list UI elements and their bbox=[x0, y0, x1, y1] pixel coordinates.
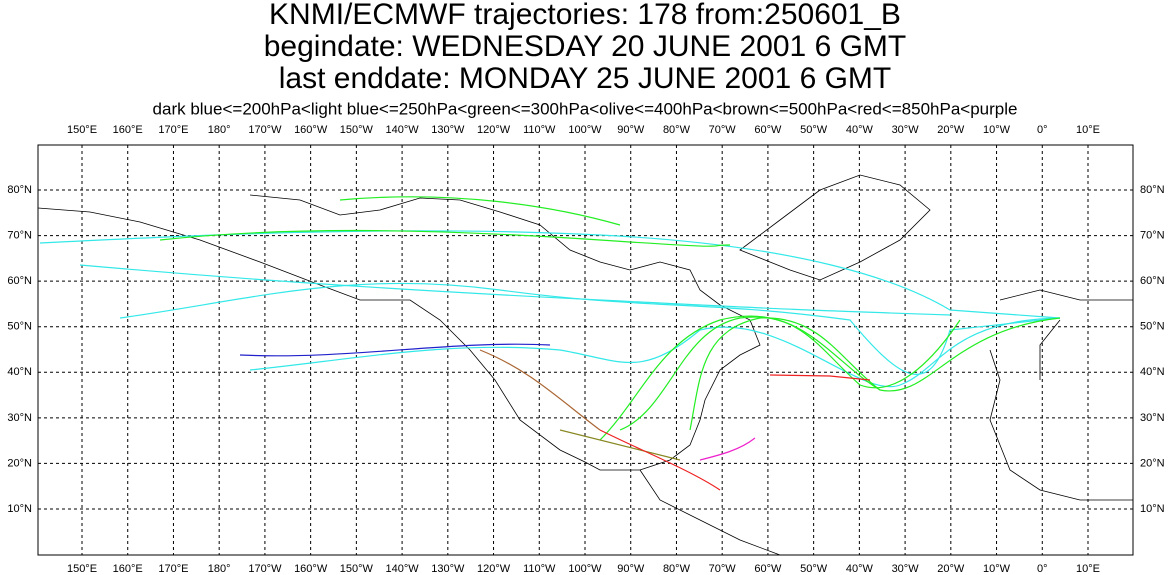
lat-label-right: 10°N bbox=[1140, 503, 1165, 515]
lat-label-left: 70°N bbox=[7, 229, 32, 241]
lon-label-bottom: 160°E bbox=[113, 563, 143, 575]
lon-label-top: 120°W bbox=[477, 124, 511, 136]
lon-label-bottom: 140°W bbox=[386, 563, 420, 575]
lat-label-left: 10°N bbox=[7, 503, 32, 515]
lon-label-top: 150°E bbox=[67, 124, 97, 136]
lat-label-right: 20°N bbox=[1140, 457, 1165, 469]
lon-label-top: 100°W bbox=[568, 124, 602, 136]
lon-label-bottom: 70°W bbox=[709, 563, 737, 575]
lon-label-top: 80°W bbox=[663, 124, 691, 136]
lon-label-bottom: 30°W bbox=[892, 563, 920, 575]
lon-label-top: 160°E bbox=[113, 124, 143, 136]
lon-label-top: 30°W bbox=[892, 124, 920, 136]
lon-label-bottom: 40°W bbox=[846, 563, 874, 575]
lon-label-top: 10°E bbox=[1076, 124, 1100, 136]
lat-label-left: 80°N bbox=[7, 184, 32, 196]
title-line: last enddate: MONDAY 25 JUNE 2001 6 GMT bbox=[279, 62, 892, 95]
lon-label-bottom: 120°W bbox=[477, 563, 511, 575]
title-line: KNMI/ECMWF trajectories: 178 from:250601… bbox=[269, 0, 901, 31]
lon-label-top: 140°W bbox=[386, 124, 420, 136]
lon-label-top: 170°E bbox=[158, 124, 188, 136]
lat-label-right: 80°N bbox=[1140, 184, 1165, 196]
lon-label-bottom: 180° bbox=[208, 563, 231, 575]
lat-label-right: 60°N bbox=[1140, 275, 1165, 287]
lon-label-top: 0° bbox=[1037, 124, 1048, 136]
lon-label-bottom: 10°W bbox=[983, 563, 1011, 575]
lon-label-top: 160°W bbox=[294, 124, 328, 136]
coastlines bbox=[37, 174, 1133, 556]
lon-label-bottom: 130°W bbox=[431, 563, 465, 575]
lon-label-top: 50°W bbox=[800, 124, 828, 136]
lon-label-top: 60°W bbox=[754, 124, 782, 136]
lat-label-left: 60°N bbox=[7, 275, 32, 287]
lon-label-bottom: 90°W bbox=[617, 563, 645, 575]
lon-label-top: 150°W bbox=[340, 124, 374, 136]
lon-label-top: 110°W bbox=[523, 124, 556, 136]
lon-label-top: 20°W bbox=[937, 124, 965, 136]
title-line: begindate: WEDNESDAY 20 JUNE 2001 6 GMT bbox=[264, 30, 907, 63]
lon-label-top: 180° bbox=[208, 124, 231, 136]
lon-label-bottom: 150°E bbox=[67, 563, 97, 575]
lon-label-bottom: 170°E bbox=[158, 563, 188, 575]
lon-label-bottom: 10°E bbox=[1076, 563, 1100, 575]
lon-label-top: 10°W bbox=[983, 124, 1011, 136]
lat-label-left: 30°N bbox=[7, 412, 32, 424]
lon-label-bottom: 160°W bbox=[294, 563, 328, 575]
trajectories bbox=[39, 196, 1061, 491]
lat-label-left: 20°N bbox=[7, 457, 32, 469]
lon-label-bottom: 0° bbox=[1037, 563, 1048, 575]
legend: dark blue<=200hPa<light blue<=250hPa<gre… bbox=[153, 99, 1018, 118]
lon-label-bottom: 150°W bbox=[340, 563, 374, 575]
lat-label-right: 30°N bbox=[1140, 412, 1165, 424]
lat-label-left: 50°N bbox=[7, 321, 32, 333]
lon-label-top: 130°W bbox=[431, 124, 465, 136]
lon-label-top: 40°W bbox=[846, 124, 874, 136]
lon-label-bottom: 170°W bbox=[248, 563, 282, 575]
lon-label-bottom: 110°W bbox=[523, 563, 556, 575]
lon-label-bottom: 80°W bbox=[663, 563, 691, 575]
lon-label-bottom: 50°W bbox=[800, 563, 828, 575]
lat-label-right: 70°N bbox=[1140, 229, 1165, 241]
lon-label-top: 90°W bbox=[617, 124, 645, 136]
lon-label-bottom: 100°W bbox=[568, 563, 602, 575]
lat-label-right: 40°N bbox=[1140, 366, 1165, 378]
lat-label-left: 40°N bbox=[7, 366, 32, 378]
lon-label-bottom: 60°W bbox=[754, 563, 782, 575]
lon-label-top: 170°W bbox=[248, 124, 282, 136]
lon-label-top: 70°W bbox=[709, 124, 737, 136]
lon-label-bottom: 20°W bbox=[937, 563, 965, 575]
lat-label-right: 50°N bbox=[1140, 321, 1165, 333]
